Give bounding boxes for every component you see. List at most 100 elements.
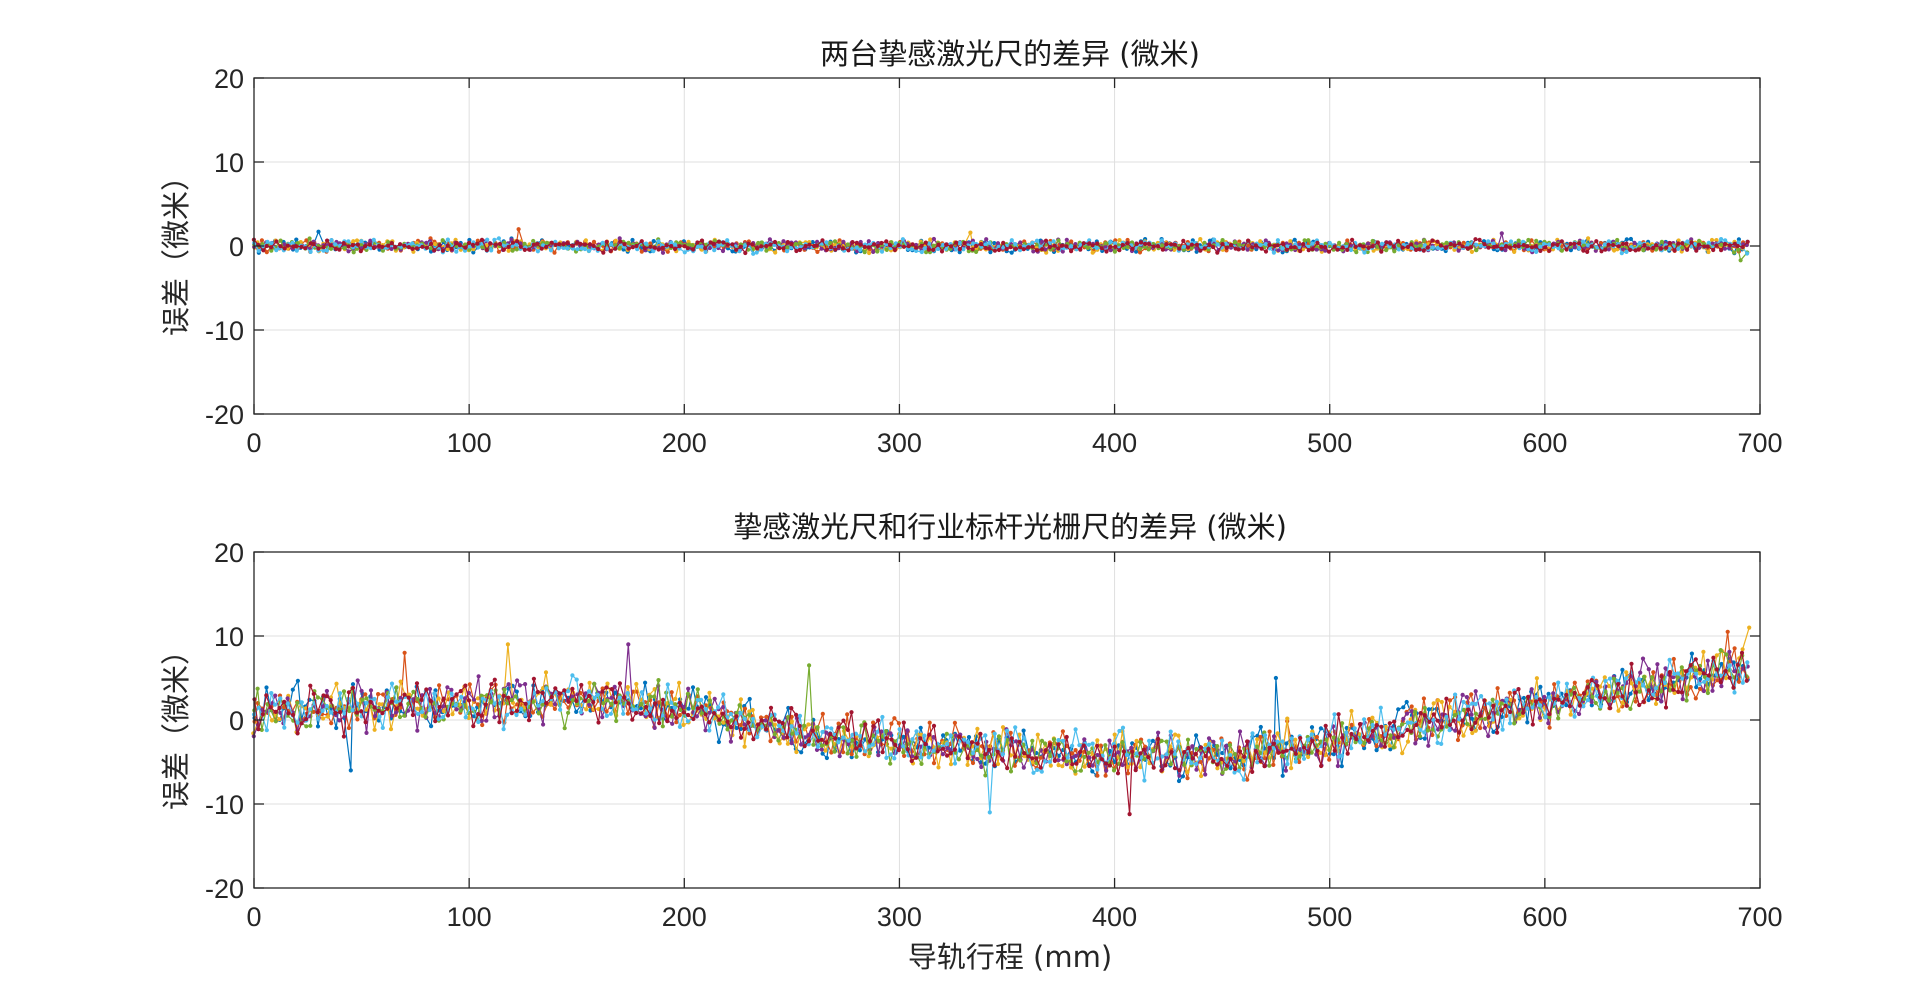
data-point bbox=[410, 712, 415, 718]
data-point bbox=[286, 711, 291, 716]
data-point bbox=[1616, 708, 1621, 713]
data-point bbox=[1521, 710, 1526, 715]
data-point bbox=[1250, 731, 1255, 736]
data-point bbox=[630, 245, 635, 250]
data-point bbox=[863, 749, 868, 754]
data-point bbox=[324, 688, 329, 694]
data-point bbox=[1202, 246, 1207, 251]
data-point bbox=[876, 718, 881, 723]
series-7 bbox=[251, 237, 1750, 256]
data-point bbox=[1628, 706, 1633, 712]
data-point bbox=[1115, 771, 1121, 776]
data-point bbox=[605, 246, 610, 251]
data-point bbox=[1117, 238, 1122, 243]
data-point bbox=[1455, 737, 1461, 743]
data-point bbox=[759, 718, 764, 723]
data-point bbox=[1085, 245, 1090, 250]
data-point bbox=[1082, 754, 1087, 760]
data-point bbox=[1189, 245, 1194, 250]
data-point bbox=[949, 244, 954, 249]
y-tick-label: 20 bbox=[214, 64, 244, 94]
data-point bbox=[618, 239, 623, 244]
data-point bbox=[1199, 745, 1204, 750]
data-point bbox=[1414, 722, 1419, 728]
data-point bbox=[354, 238, 360, 243]
data-point bbox=[264, 243, 269, 249]
data-point bbox=[342, 246, 347, 251]
data-point bbox=[304, 724, 309, 729]
data-point bbox=[677, 680, 682, 685]
data-point bbox=[910, 242, 915, 247]
data-point bbox=[819, 246, 824, 251]
data-point bbox=[1468, 245, 1474, 250]
data-point bbox=[900, 237, 906, 242]
data-point bbox=[1521, 695, 1526, 701]
data-point bbox=[742, 744, 747, 749]
data-point bbox=[725, 727, 730, 732]
data-point bbox=[728, 725, 734, 730]
data-point bbox=[824, 240, 829, 245]
data-point bbox=[462, 696, 467, 701]
data-point bbox=[768, 245, 773, 250]
data-point bbox=[703, 695, 709, 700]
data-point bbox=[463, 245, 468, 250]
data-point bbox=[1611, 676, 1616, 681]
data-point bbox=[1405, 244, 1410, 250]
data-point bbox=[1164, 752, 1169, 757]
data-point bbox=[931, 236, 937, 242]
data-point bbox=[427, 686, 433, 692]
data-point bbox=[1736, 679, 1742, 684]
data-point bbox=[941, 733, 946, 738]
data-point bbox=[1061, 756, 1066, 761]
data-point bbox=[720, 711, 725, 716]
data-point bbox=[1271, 762, 1276, 768]
data-point bbox=[1070, 762, 1075, 767]
data-point bbox=[290, 240, 295, 245]
data-point bbox=[1001, 240, 1006, 245]
data-point bbox=[1404, 711, 1410, 716]
data-point bbox=[922, 246, 927, 251]
data-point bbox=[1116, 750, 1121, 755]
data-point bbox=[652, 725, 657, 731]
data-point bbox=[1490, 717, 1496, 722]
data-point bbox=[1289, 766, 1294, 771]
data-point bbox=[1134, 241, 1139, 246]
data-point bbox=[1503, 248, 1508, 253]
data-point bbox=[939, 249, 945, 254]
data-point bbox=[1479, 694, 1484, 699]
data-point bbox=[814, 243, 820, 248]
data-point bbox=[754, 246, 760, 251]
data-point bbox=[1727, 675, 1732, 680]
data-point bbox=[574, 240, 580, 245]
data-point bbox=[1413, 741, 1418, 746]
data-point bbox=[905, 728, 910, 733]
data-point bbox=[334, 725, 339, 731]
data-point bbox=[652, 694, 657, 699]
data-point bbox=[1567, 704, 1572, 709]
data-point bbox=[1378, 705, 1383, 710]
data-point bbox=[1211, 244, 1216, 250]
data-point bbox=[833, 247, 838, 252]
data-point bbox=[957, 247, 963, 252]
data-point bbox=[1056, 738, 1061, 743]
data-point bbox=[957, 734, 962, 739]
data-point bbox=[346, 725, 351, 731]
data-point bbox=[562, 688, 567, 693]
data-point bbox=[806, 733, 811, 738]
data-point bbox=[479, 713, 484, 718]
data-point bbox=[1159, 768, 1164, 773]
data-point bbox=[896, 243, 901, 248]
data-point bbox=[1719, 684, 1724, 689]
data-point bbox=[1526, 694, 1531, 699]
data-point bbox=[1182, 750, 1187, 755]
data-point bbox=[394, 706, 399, 711]
data-point bbox=[1280, 246, 1285, 251]
data-point bbox=[906, 244, 911, 249]
data-point bbox=[1177, 773, 1182, 778]
data-point bbox=[595, 692, 600, 698]
data-point bbox=[1637, 677, 1642, 682]
data-point bbox=[836, 725, 841, 730]
data-point bbox=[1332, 712, 1337, 717]
data-point bbox=[797, 713, 803, 719]
data-point bbox=[256, 727, 261, 732]
